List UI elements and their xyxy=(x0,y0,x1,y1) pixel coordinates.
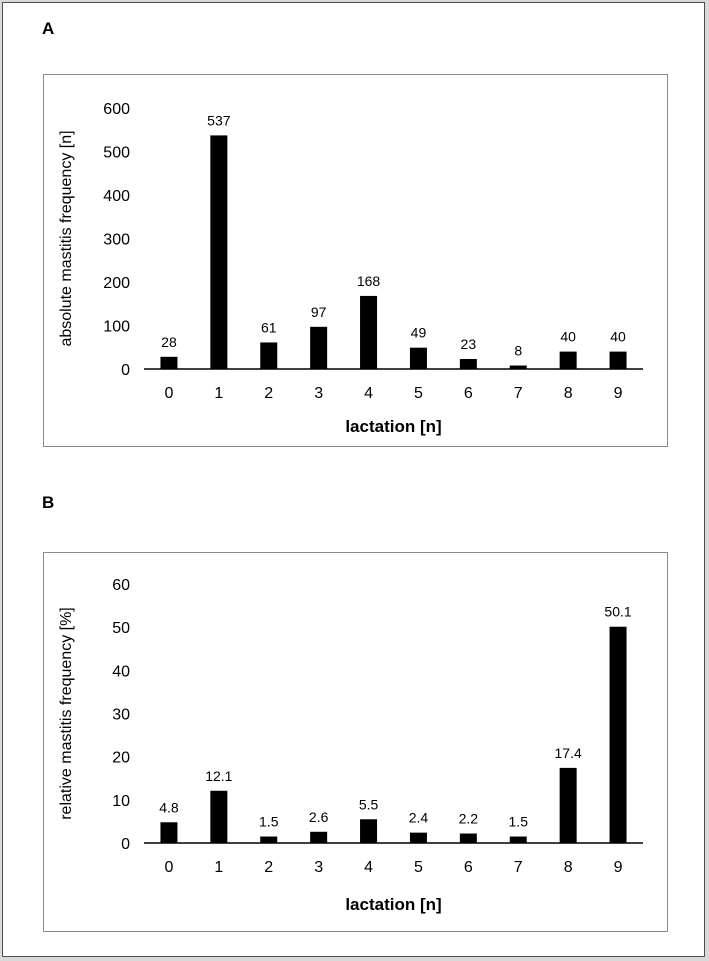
x-tick-label: 0 xyxy=(164,385,173,402)
y-tick-label: 0 xyxy=(121,362,130,379)
x-tick-label: 3 xyxy=(314,859,323,876)
bar-0 xyxy=(160,822,178,843)
bar-3 xyxy=(310,831,328,843)
bar-1 xyxy=(210,790,228,843)
bar-8 xyxy=(559,351,577,369)
x-tick-label: 9 xyxy=(614,385,623,402)
bar-5 xyxy=(409,832,427,843)
x-tick-label: 8 xyxy=(564,385,573,402)
bar-0 xyxy=(160,356,178,369)
data-label: 2.2 xyxy=(459,811,479,827)
y-axis-title: absolute mastitis frequency [n] xyxy=(58,130,75,346)
chart-a-svg: 0100200300400500600280537161297316844952… xyxy=(58,101,643,436)
bar-9 xyxy=(609,351,627,369)
chart-a: 0 100 200 300 400 500 600 28 0 537 1 61 2 97 3 168 4 49 5 2… xyxy=(43,74,668,447)
bar-3 xyxy=(310,326,328,369)
data-label: 40 xyxy=(560,329,576,345)
bar-5 xyxy=(409,347,427,369)
bar-1 xyxy=(210,135,228,369)
data-label: 17.4 xyxy=(555,745,582,761)
y-tick-label: 200 xyxy=(103,275,130,292)
data-label: 40 xyxy=(610,329,626,345)
y-tick-label: 10 xyxy=(112,793,130,810)
x-tick-label: 2 xyxy=(264,385,273,402)
panel-label-a: A xyxy=(42,19,55,38)
data-label: 50.1 xyxy=(604,604,631,620)
x-tick-label: 0 xyxy=(164,859,173,876)
x-tick-label: 6 xyxy=(464,385,473,402)
x-tick-label: 7 xyxy=(514,859,523,876)
y-tick-label: 20 xyxy=(112,750,130,767)
x-tick-label: 2 xyxy=(264,859,273,876)
y-tick-label: 300 xyxy=(103,232,130,249)
data-label: 5.5 xyxy=(359,796,379,812)
data-label: 537 xyxy=(207,112,231,128)
data-label: 8 xyxy=(514,343,522,359)
y-tick-label: 600 xyxy=(103,101,130,118)
x-tick-label: 7 xyxy=(514,385,523,402)
data-label: 28 xyxy=(161,334,177,350)
x-tick-label: 8 xyxy=(564,859,573,876)
x-tick-label: 6 xyxy=(464,859,473,876)
x-tick-label: 5 xyxy=(414,385,423,402)
data-label: 1.5 xyxy=(259,814,279,830)
bar-6 xyxy=(459,833,477,843)
data-label: 1.5 xyxy=(509,814,529,830)
bar-4 xyxy=(360,295,378,369)
data-label: 168 xyxy=(357,273,381,289)
data-label: 4.8 xyxy=(159,799,179,815)
y-tick-label: 400 xyxy=(103,188,130,205)
y-tick-label: 50 xyxy=(112,620,130,637)
data-label: 61 xyxy=(261,319,277,335)
data-label: 2.6 xyxy=(309,809,329,825)
x-axis-title: lactation [n] xyxy=(345,895,441,914)
bar-7 xyxy=(509,365,527,369)
y-tick-label: 500 xyxy=(103,145,130,162)
bar-2 xyxy=(260,342,278,369)
y-tick-label: 0 xyxy=(121,836,130,853)
x-tick-label: 3 xyxy=(314,385,323,402)
chart-b-svg: 0 10 20 30 40 50 60 4.8 0 12.1 1 1.5 2 2.6 3 5.5 4 2.4 5 2.… xyxy=(58,577,643,914)
chart-b: 0 10 20 30 40 50 60 4.8 0 12.1 1 1.5 2 2.6 3 5.5 4 2.4 5 2.… xyxy=(43,552,668,932)
x-tick-label: 4 xyxy=(364,385,373,402)
x-tick-label: 1 xyxy=(214,859,223,876)
data-label: 49 xyxy=(411,325,427,341)
bar-2 xyxy=(260,836,278,843)
x-axis-title: lactation [n] xyxy=(345,417,441,436)
bar-4 xyxy=(360,819,378,843)
x-tick-label: 4 xyxy=(364,859,373,876)
y-tick-label: 60 xyxy=(112,577,130,594)
panel-label-b: B xyxy=(42,493,55,512)
x-tick-label: 5 xyxy=(414,859,423,876)
data-label: 23 xyxy=(461,336,477,352)
bar-9 xyxy=(609,626,627,843)
bar-8 xyxy=(559,767,577,843)
bar-6 xyxy=(459,358,477,369)
data-label: 2.4 xyxy=(409,810,429,826)
x-tick-label: 9 xyxy=(614,859,623,876)
y-tick-label: 40 xyxy=(112,663,130,680)
x-tick-label: 1 xyxy=(214,385,223,402)
y-axis-title: relative mastitis frequency [%] xyxy=(58,607,75,820)
y-tick-label: 100 xyxy=(103,319,130,336)
bar-7 xyxy=(509,836,527,843)
data-label: 97 xyxy=(311,304,327,320)
data-label: 12.1 xyxy=(205,768,232,784)
y-tick-label: 30 xyxy=(112,707,130,724)
